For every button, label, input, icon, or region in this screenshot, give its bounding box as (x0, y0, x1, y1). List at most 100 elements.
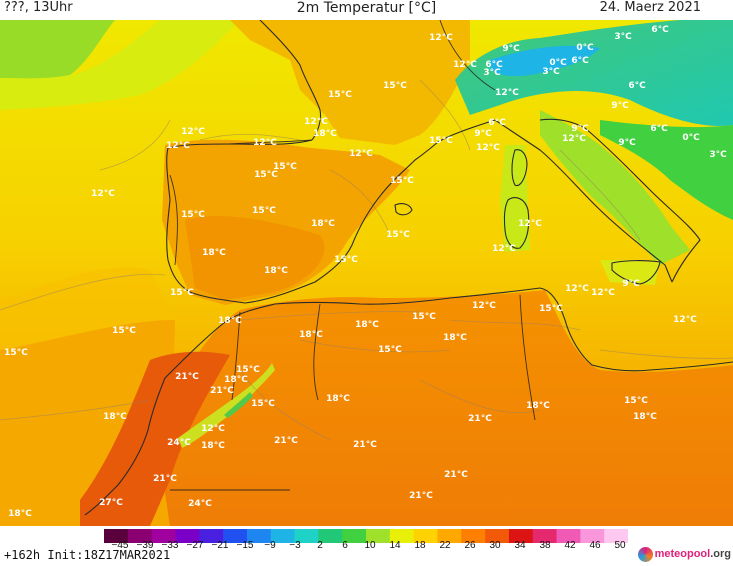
temperature-labels: 12°C9°C 0°C3°C6°C12°C 6°C3°C0°C 6°C3°C15°C1… (4, 25, 727, 519)
temperature-label: 9°C (618, 138, 636, 148)
temperature-label: 3°C (614, 32, 632, 42)
temperature-label: 6°C (628, 81, 646, 91)
color-scale-segment (246, 529, 272, 543)
coast-italy-west (494, 119, 673, 283)
temperature-label: 3°C (709, 150, 727, 160)
color-scale-segment (294, 529, 319, 543)
cold-region-atlantic (0, 20, 115, 79)
meteopool-logo-text: meteopool.org (654, 548, 731, 560)
coastlines (84, 20, 733, 516)
temperature-label: 18°C (299, 330, 323, 340)
temperature-label: 21°C (153, 474, 177, 484)
color-scale-tick: −45 (111, 540, 129, 551)
temperature-label: 21°C (175, 372, 199, 382)
color-scale-tick: 34 (514, 540, 526, 551)
temperature-label: 12°C (91, 189, 115, 199)
color-scale-bar (104, 529, 628, 543)
temperature-label: 15°C (328, 90, 352, 100)
temperature-label: 12°C (429, 33, 453, 43)
temperature-label: 18°C (526, 401, 550, 411)
temperature-map: 12°C 9°C 0°C 3°C 6°C 12°C 6°C 3°C 0°C 6°C 3°C 15°C 1… (0, 20, 733, 526)
temperature-label: 18°C (8, 509, 32, 519)
color-scale-segment (437, 529, 462, 543)
color-scale-segment (532, 529, 558, 543)
atlas-mountains-ridge (178, 363, 275, 448)
color-scale-segment (270, 529, 296, 543)
temperature-label: 18°C (218, 316, 242, 326)
temperature-label: 15°C (254, 170, 278, 180)
temperature-label: 6°C (485, 60, 503, 70)
temperature-label: 12°C (201, 424, 225, 434)
land-balkans (600, 120, 733, 220)
temperature-label: 15°C (334, 255, 358, 265)
map-title: 2m Temperatur [°C] (296, 0, 437, 16)
country-borders (169, 20, 536, 491)
color-scale-tick: 14 (389, 540, 401, 551)
temperature-label: 15°C (273, 162, 297, 172)
color-scale-segment (413, 529, 438, 543)
temperature-label: 12°C (166, 141, 190, 151)
temperature-label: 15°C (390, 176, 414, 186)
temperature-label: 15°C (251, 399, 275, 409)
meteopool-logo: meteopool.org (637, 545, 731, 563)
color-scale-ticks: −45 −39 −33 −27 −21 −15 −9 −3 2 6 10 14 18 22 26 30 34 38… (100, 540, 640, 554)
temperature-label: 12°C (565, 284, 589, 294)
temperature-label: 3°C (542, 67, 560, 77)
temperature-label: 9°C (502, 44, 520, 54)
temperature-label: 18°C (264, 266, 288, 276)
temperature-label: 9°C (571, 124, 589, 134)
temperature-label: 21°C (444, 470, 468, 480)
color-scale-tick: 18 (414, 540, 426, 551)
temperature-label: 12°C (472, 301, 496, 311)
temperature-label: 15°C (624, 396, 648, 406)
temperature-label: 27°C (99, 498, 123, 508)
color-scale-segment (104, 529, 129, 543)
temperature-label: 12°C (492, 244, 516, 254)
color-scale-tick: 6 (342, 540, 348, 551)
land-corsica-sardinia (500, 145, 530, 252)
coast-france-atlantic (259, 20, 322, 141)
forecast-time-label: ???, 13Uhr (4, 0, 73, 15)
color-scale-tick: 42 (564, 540, 576, 551)
color-scale-segment (199, 529, 224, 543)
color-scale-tick: 30 (489, 540, 501, 551)
land-iberia-warm-core (185, 215, 325, 300)
color-scale-segment (151, 529, 176, 543)
color-scale-tick: 50 (614, 540, 626, 551)
temperature-label: 12°C (304, 117, 328, 127)
temperature-label: 18°C (224, 375, 248, 385)
footer: −45 −39 −33 −27 −21 −15 −9 −3 2 6 10 14 18 22 26 30 34 38… (0, 526, 733, 566)
coast-sardinia (503, 197, 530, 249)
temperature-label: 15°C (252, 206, 276, 216)
color-scale-tick: 2 (317, 540, 323, 551)
color-scale-segment (580, 529, 605, 543)
temperature-label: 15°C (429, 136, 453, 146)
temperature-label: 0°C (576, 43, 594, 53)
temperature-label: 12°C (562, 134, 586, 144)
coast-sicily (611, 260, 661, 285)
color-scale-tick: −21 (211, 540, 229, 551)
temperature-label: 3°C (483, 68, 501, 78)
land-sicily (600, 260, 660, 285)
temperature-label: 18°C (103, 412, 127, 422)
color-scale-segment (508, 529, 534, 543)
color-scale-segment (127, 529, 153, 543)
color-scale-tick: −39 (136, 540, 154, 551)
temperature-label: 21°C (210, 386, 234, 396)
coast-france-med (437, 119, 496, 143)
temperature-label: 15°C (539, 304, 563, 314)
land-italy (540, 110, 690, 265)
temperature-label: 12°C (181, 127, 205, 137)
temperature-label: 18°C (313, 129, 337, 139)
temperature-label: 21°C (409, 491, 433, 501)
temperature-label: 15°C (181, 210, 205, 220)
temperature-label: 21°C (353, 440, 377, 450)
color-scale-tick: −33 (161, 540, 179, 551)
temperature-label: 15°C (386, 230, 410, 240)
temperature-label: 6°C (651, 25, 669, 35)
temperature-label: 15°C (383, 81, 407, 91)
color-scale-segment (485, 529, 510, 543)
temperature-label: 18°C (443, 333, 467, 343)
color-scale-segment (461, 529, 486, 543)
